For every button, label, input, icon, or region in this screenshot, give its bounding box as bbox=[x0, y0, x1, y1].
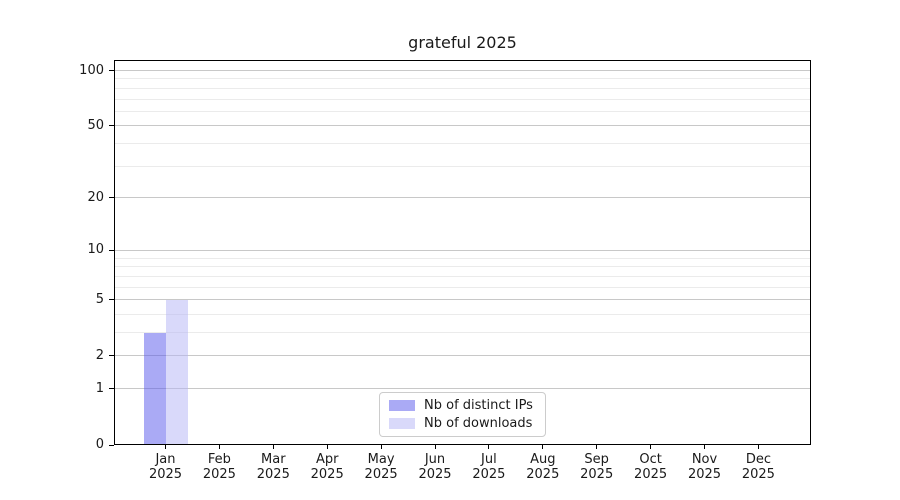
legend-item-downloads: Nb of downloads bbox=[389, 416, 536, 431]
y-tick-label: 10 bbox=[87, 242, 104, 258]
legend-item-distinct-ips: Nb of distinct IPs bbox=[389, 398, 536, 413]
y-gridline-minor bbox=[114, 87, 811, 89]
legend-swatch-distinct-ips bbox=[389, 400, 415, 411]
y-gridline-major bbox=[114, 70, 811, 72]
x-tick-label: Jul 2025 bbox=[472, 452, 506, 482]
y-gridline-major bbox=[114, 388, 811, 390]
y-gridline-minor bbox=[114, 266, 811, 268]
y-tick-label: 5 bbox=[95, 291, 104, 307]
x-tick-mark bbox=[488, 445, 490, 449]
x-tick-mark bbox=[757, 445, 759, 449]
y-gridline-minor bbox=[114, 143, 811, 145]
x-tick-label: Nov 2025 bbox=[687, 452, 722, 482]
x-tick-mark bbox=[434, 445, 436, 449]
x-tick-mark bbox=[165, 445, 166, 449]
bar-distinct-ips bbox=[144, 332, 166, 445]
y-tick-label: 0 bbox=[95, 437, 104, 452]
bar-downloads bbox=[166, 299, 188, 445]
x-tick-label: Oct 2025 bbox=[634, 452, 668, 482]
y-tick-label: 2 bbox=[95, 347, 104, 363]
y-gridline-minor bbox=[114, 286, 811, 288]
x-tick-label: May 2025 bbox=[364, 452, 398, 482]
y-tick-mark bbox=[109, 249, 114, 251]
y-tick-label: 20 bbox=[87, 189, 104, 205]
y-gridline-major bbox=[114, 249, 811, 251]
y-tick-mark bbox=[109, 388, 114, 390]
x-tick-label: Apr 2025 bbox=[310, 452, 344, 482]
x-tick-mark bbox=[650, 445, 652, 449]
y-gridline-major bbox=[114, 197, 811, 199]
y-gridline-major bbox=[114, 299, 811, 301]
y-tick-mark bbox=[109, 299, 114, 301]
legend-swatch-downloads bbox=[389, 418, 415, 429]
x-tick-label: Jun 2025 bbox=[418, 452, 452, 482]
y-gridline-minor bbox=[114, 78, 811, 80]
x-tick-label: Feb 2025 bbox=[202, 452, 236, 482]
x-tick-label: Aug 2025 bbox=[526, 452, 560, 482]
y-tick-mark bbox=[109, 444, 114, 446]
x-tick-mark bbox=[218, 445, 220, 449]
x-tick-label: Sep 2025 bbox=[580, 452, 614, 482]
y-gridline-minor bbox=[114, 275, 811, 277]
y-tick-label: 100 bbox=[79, 62, 104, 78]
y-tick-label: 1 bbox=[95, 380, 104, 396]
y-gridline-minor bbox=[114, 257, 811, 259]
y-tick-mark bbox=[109, 197, 114, 199]
y-gridline-major bbox=[114, 355, 811, 357]
x-tick-label: Dec 2025 bbox=[741, 452, 775, 482]
y-gridline-minor bbox=[114, 110, 811, 112]
x-tick-label: Jan 2025 bbox=[148, 452, 183, 482]
y-tick-mark bbox=[109, 70, 114, 72]
y-gridline-major bbox=[114, 125, 811, 127]
chart-title: grateful 2025 bbox=[408, 33, 517, 52]
x-tick-label: Mar 2025 bbox=[256, 452, 290, 482]
legend-label-downloads: Nb of downloads bbox=[424, 416, 533, 431]
y-gridline-minor bbox=[114, 313, 811, 315]
x-tick-mark bbox=[542, 445, 544, 449]
y-gridline-minor bbox=[114, 165, 811, 167]
y-gridline-minor bbox=[114, 332, 811, 334]
x-tick-mark bbox=[704, 445, 705, 449]
x-tick-mark bbox=[326, 445, 328, 449]
y-tick-label: 50 bbox=[87, 117, 104, 133]
y-gridline-minor bbox=[114, 98, 811, 100]
x-tick-mark bbox=[596, 445, 598, 449]
x-tick-mark bbox=[272, 445, 274, 449]
y-tick-mark bbox=[109, 125, 114, 127]
legend: Nb of distinct IPs Nb of downloads bbox=[379, 392, 546, 437]
y-tick-mark bbox=[109, 355, 114, 357]
legend-label-distinct-ips: Nb of distinct IPs bbox=[424, 398, 533, 413]
x-tick-mark bbox=[380, 445, 382, 449]
